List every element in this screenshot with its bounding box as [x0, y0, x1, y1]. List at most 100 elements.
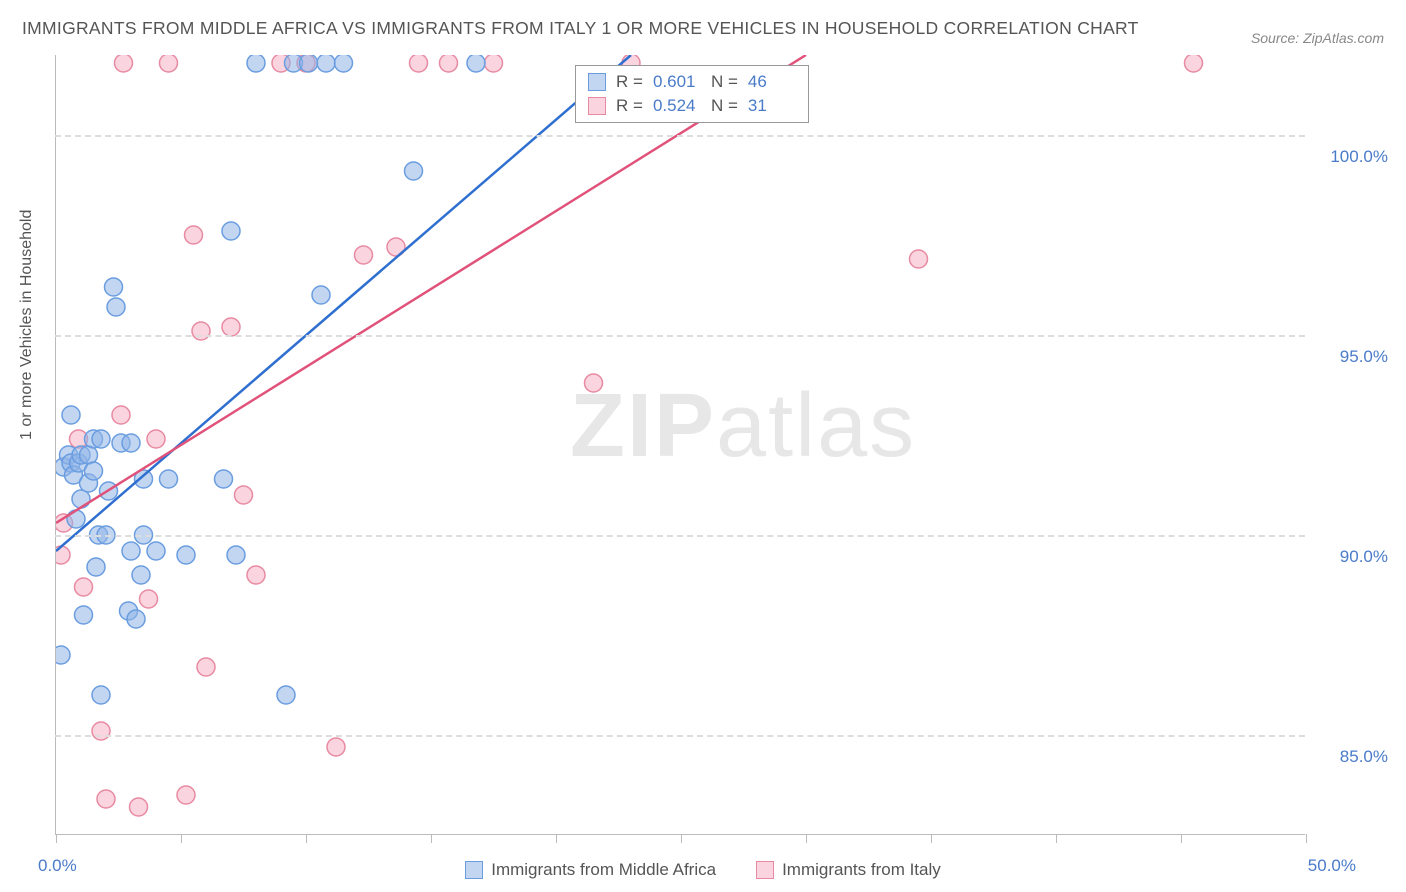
x-tick — [1306, 834, 1307, 843]
gridline — [55, 135, 1305, 137]
data-point — [147, 430, 165, 448]
data-point — [185, 226, 203, 244]
gridline — [55, 535, 1305, 537]
x-max-label: 50.0% — [1308, 856, 1356, 876]
x-tick — [1181, 834, 1182, 843]
data-point — [107, 298, 125, 316]
regression-line — [56, 55, 631, 551]
data-point — [160, 55, 178, 72]
data-point — [410, 55, 428, 72]
data-point — [85, 462, 103, 480]
x-tick — [681, 834, 682, 843]
legend-item-1: Immigrants from Middle Africa — [465, 860, 716, 880]
data-point — [335, 55, 353, 72]
n-label: N = — [711, 72, 738, 92]
data-point — [585, 374, 603, 392]
swatch-blue — [588, 73, 606, 91]
data-point — [317, 55, 335, 72]
y-tick-label: 95.0% — [1340, 347, 1388, 367]
source-label: Source: ZipAtlas.com — [1251, 30, 1384, 46]
data-point — [97, 790, 115, 808]
data-point — [355, 246, 373, 264]
swatch-pink — [588, 97, 606, 115]
data-point — [247, 566, 265, 584]
data-point — [1185, 55, 1203, 72]
corr-row-2: R = 0.524 N = 31 — [588, 94, 796, 118]
data-point — [132, 566, 150, 584]
corr-row-1: R = 0.601 N = 46 — [588, 70, 796, 94]
data-point — [235, 486, 253, 504]
data-point — [222, 318, 240, 336]
x-tick — [431, 834, 432, 843]
x-tick — [931, 834, 932, 843]
r-label: R = — [616, 96, 643, 116]
x-tick — [56, 834, 57, 843]
chart-title: IMMIGRANTS FROM MIDDLE AFRICA VS IMMIGRA… — [22, 18, 1139, 39]
data-point — [92, 430, 110, 448]
data-point — [127, 610, 145, 628]
data-point — [72, 490, 90, 508]
data-point — [177, 546, 195, 564]
n-value-2: 31 — [748, 96, 796, 116]
data-point — [62, 406, 80, 424]
legend-label-2: Immigrants from Italy — [782, 860, 941, 880]
data-point — [56, 646, 70, 664]
data-point — [87, 558, 105, 576]
gridline — [55, 335, 1305, 337]
data-point — [910, 250, 928, 268]
y-tick-label: 90.0% — [1340, 547, 1388, 567]
n-value-1: 46 — [748, 72, 796, 92]
y-tick-label: 85.0% — [1340, 747, 1388, 767]
x-tick — [556, 834, 557, 843]
data-point — [80, 446, 98, 464]
data-point — [177, 786, 195, 804]
data-point — [300, 55, 318, 72]
data-point — [277, 686, 295, 704]
data-point — [405, 162, 423, 180]
legend-item-2: Immigrants from Italy — [756, 860, 941, 880]
n-label: N = — [711, 96, 738, 116]
data-point — [197, 658, 215, 676]
r-value-1: 0.601 — [653, 72, 701, 92]
swatch-pink — [756, 861, 774, 879]
data-point — [312, 286, 330, 304]
data-point — [222, 222, 240, 240]
data-point — [112, 406, 130, 424]
data-point — [227, 546, 245, 564]
x-tick — [306, 834, 307, 843]
data-point — [92, 722, 110, 740]
x-tick — [1056, 834, 1057, 843]
data-point — [105, 278, 123, 296]
data-point — [115, 55, 133, 72]
gridline — [55, 735, 1305, 737]
regression-line — [56, 55, 806, 523]
data-point — [75, 606, 93, 624]
data-point — [440, 55, 458, 72]
data-point — [215, 470, 233, 488]
data-point — [247, 55, 265, 72]
bottom-legend: Immigrants from Middle Africa Immigrants… — [0, 860, 1406, 880]
data-point — [92, 686, 110, 704]
data-point — [67, 510, 85, 528]
x-tick — [181, 834, 182, 843]
swatch-blue — [465, 861, 483, 879]
data-point — [122, 542, 140, 560]
data-point — [147, 542, 165, 560]
chart-svg — [56, 55, 1306, 835]
data-point — [192, 322, 210, 340]
x-tick — [806, 834, 807, 843]
data-point — [140, 590, 158, 608]
r-label: R = — [616, 72, 643, 92]
x-min-label: 0.0% — [38, 856, 77, 876]
r-value-2: 0.524 — [653, 96, 701, 116]
data-point — [130, 798, 148, 816]
y-axis-label: 1 or more Vehicles in Household — [18, 210, 36, 440]
data-point — [122, 434, 140, 452]
data-point — [75, 578, 93, 596]
data-point — [467, 55, 485, 72]
legend-label-1: Immigrants from Middle Africa — [491, 860, 716, 880]
plot-area — [55, 55, 1305, 835]
y-tick-label: 100.0% — [1330, 147, 1388, 167]
data-point — [327, 738, 345, 756]
data-point — [160, 470, 178, 488]
